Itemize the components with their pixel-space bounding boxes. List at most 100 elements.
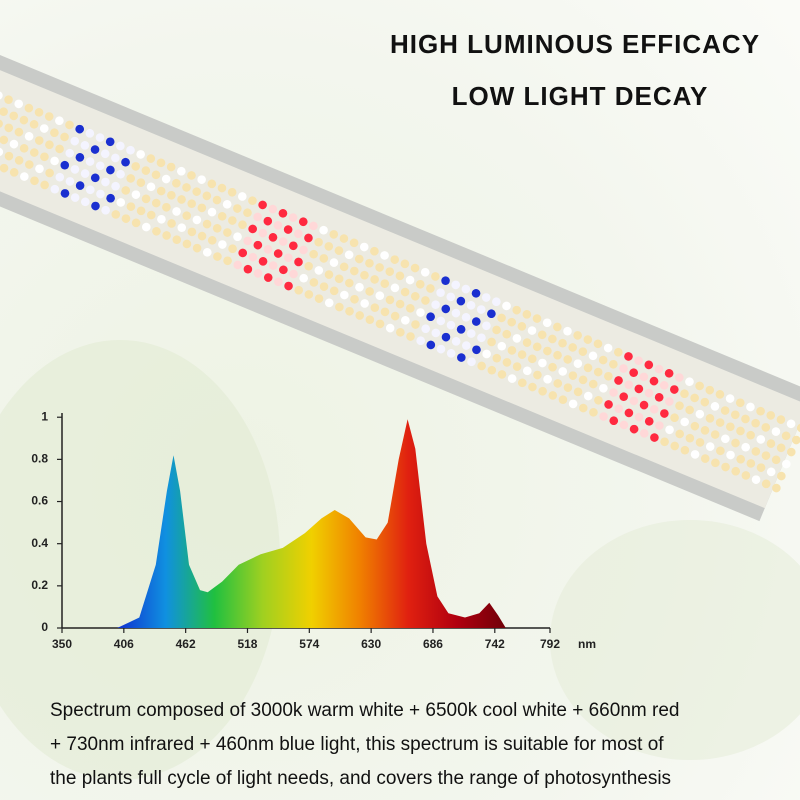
led [385,295,395,305]
led [604,371,613,381]
led [228,244,237,254]
led [670,441,680,451]
led [9,111,19,121]
led [471,289,481,298]
led [50,184,60,194]
led [273,249,283,258]
x-tick-label: 350 [52,637,72,651]
led [685,405,694,415]
led [334,246,344,255]
led [34,108,44,117]
led [777,471,786,481]
led [415,279,425,289]
led [258,228,268,238]
led [548,362,557,372]
led [355,311,364,320]
led [172,178,181,188]
led [721,434,730,444]
led [461,284,471,294]
led [522,310,532,319]
led [136,206,146,216]
led [721,462,730,472]
led [19,115,29,125]
led [390,283,400,293]
led [507,346,517,355]
led [527,326,537,335]
x-axis-unit: nm [578,637,596,651]
led [40,180,49,190]
led [730,410,740,420]
led [654,364,664,374]
y-tick-label: 1 [41,409,48,423]
led [406,303,415,313]
led [400,287,410,297]
led [339,234,349,243]
led [441,332,451,342]
led [665,425,674,435]
led [289,241,298,251]
led [339,262,349,272]
led [14,156,24,165]
led [716,446,725,456]
led [385,323,395,333]
y-tick-label: 0.8 [31,452,48,466]
led [700,454,710,463]
led [212,195,222,205]
led [655,421,664,430]
led [731,438,740,448]
led [91,201,100,211]
led [675,401,684,411]
led [309,249,318,259]
led [502,301,511,311]
led [192,243,202,253]
led [136,178,146,187]
led [746,459,756,468]
led [116,141,125,151]
led [609,388,618,397]
led [711,458,720,468]
led [593,339,603,349]
led [735,398,745,408]
led [304,261,313,271]
led [131,190,141,199]
led [182,183,191,192]
led [299,245,308,255]
led [751,475,761,484]
led [60,189,70,198]
led [284,253,293,263]
led [588,351,598,361]
led [101,177,110,187]
led [172,207,181,216]
led [197,203,207,213]
led [690,393,699,403]
led [624,408,634,418]
led [507,317,517,327]
led [182,239,192,249]
led [146,154,156,163]
led [482,321,491,331]
led [156,158,166,168]
description: + 730nm infrared + 460nm blue light, thi… [50,734,664,755]
led [436,288,445,297]
led [583,335,593,344]
led [349,238,359,248]
led [548,334,557,344]
led [497,341,507,351]
led [609,359,618,369]
led [60,132,69,142]
led [329,230,339,239]
led [791,435,800,445]
led [162,202,171,212]
led [284,281,293,291]
led [334,274,344,284]
led [756,406,765,416]
led [705,414,715,423]
led [629,368,638,377]
led [670,385,679,394]
led [268,233,278,242]
led [30,176,39,186]
led [654,393,664,402]
led [670,413,679,423]
x-tick-label: 742 [485,637,505,651]
